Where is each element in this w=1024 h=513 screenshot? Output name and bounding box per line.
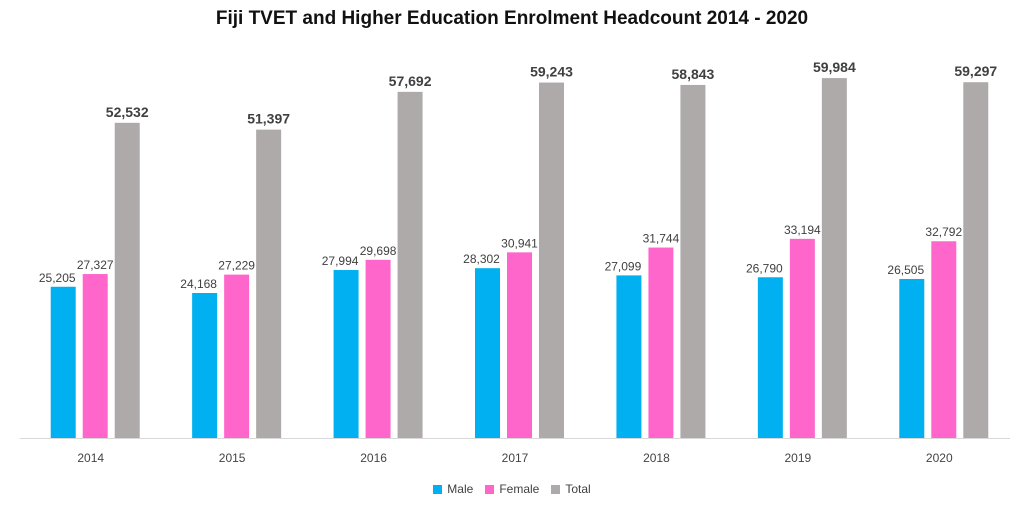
bar-total-2015 <box>256 129 282 439</box>
bar-female-2017 <box>507 252 532 438</box>
bar-total-2020 <box>963 82 989 438</box>
x-tick-label-2020: 2020 <box>926 451 953 465</box>
bar-female-2020 <box>931 241 957 438</box>
x-tick-label-2017: 2017 <box>502 451 529 465</box>
x-tick-label-2016: 2016 <box>360 451 387 465</box>
data-label-male-2020: 26,505 <box>887 263 924 277</box>
data-label-total-2018: 58,843 <box>672 66 715 82</box>
data-label-female-2014: 27,327 <box>77 258 114 272</box>
data-label-female-2018: 31,744 <box>643 232 680 246</box>
bar-female-2018 <box>648 247 674 438</box>
x-tick-label-2015: 2015 <box>219 451 246 465</box>
data-label-female-2017: 30,941 <box>501 236 538 250</box>
legend-item-female: Female <box>485 482 539 496</box>
legend-item-total: Total <box>551 482 591 496</box>
data-label-male-2015: 24,168 <box>180 277 217 291</box>
legend-swatch-total <box>551 484 561 494</box>
bar-male-2017 <box>475 268 500 438</box>
legend-swatch-male <box>433 484 443 494</box>
legend-label-male: Male <box>447 482 474 496</box>
bar-female-2019 <box>789 238 815 438</box>
legend-swatch-female <box>485 484 495 494</box>
bar-male-2018 <box>616 275 642 438</box>
data-label-total-2016: 57,692 <box>389 73 432 89</box>
data-label-male-2017: 28,302 <box>463 252 500 266</box>
data-label-total-2019: 59,984 <box>813 59 856 75</box>
bar-female-2015 <box>224 274 250 438</box>
data-label-female-2019: 33,194 <box>784 223 821 237</box>
legend-label-female: Female <box>499 482 540 496</box>
data-label-male-2019: 26,790 <box>746 261 783 275</box>
legend: Male Female Total <box>0 482 1024 496</box>
data-label-male-2016: 27,994 <box>322 254 359 268</box>
legend-label-total: Total <box>565 482 591 496</box>
bar-total-2016 <box>397 91 423 439</box>
x-tick-label-2019: 2019 <box>785 451 812 465</box>
chart-title: Fiji TVET and Higher Education Enrolment… <box>215 8 809 29</box>
legend-item-male: Male <box>433 482 473 496</box>
x-tick-label-2014: 2014 <box>77 451 104 465</box>
data-label-male-2014: 25,205 <box>39 271 76 285</box>
bar-male-2014 <box>50 286 76 438</box>
bar-total-2018 <box>680 84 706 438</box>
bar-total-2019 <box>821 78 847 438</box>
bar-male-2020 <box>899 278 925 438</box>
bar-female-2014 <box>82 274 108 438</box>
data-label-female-2020: 32,792 <box>925 225 962 239</box>
bar-male-2019 <box>757 277 783 438</box>
data-label-total-2020: 59,297 <box>954 63 997 79</box>
data-label-total-2017: 59,243 <box>530 64 573 80</box>
x-tick-label-2018: 2018 <box>643 451 670 465</box>
data-label-male-2018: 27,099 <box>605 259 642 273</box>
bar-male-2016 <box>333 270 359 438</box>
bar-female-2016 <box>365 259 391 438</box>
bar-male-2015 <box>192 292 218 438</box>
data-label-female-2016: 29,698 <box>360 244 397 258</box>
bar-total-2017 <box>539 82 564 439</box>
data-label-total-2015: 51,397 <box>247 111 290 127</box>
data-label-female-2015: 27,229 <box>218 259 255 273</box>
data-label-total-2014: 52,532 <box>106 104 149 120</box>
bar-total-2014 <box>114 122 140 439</box>
